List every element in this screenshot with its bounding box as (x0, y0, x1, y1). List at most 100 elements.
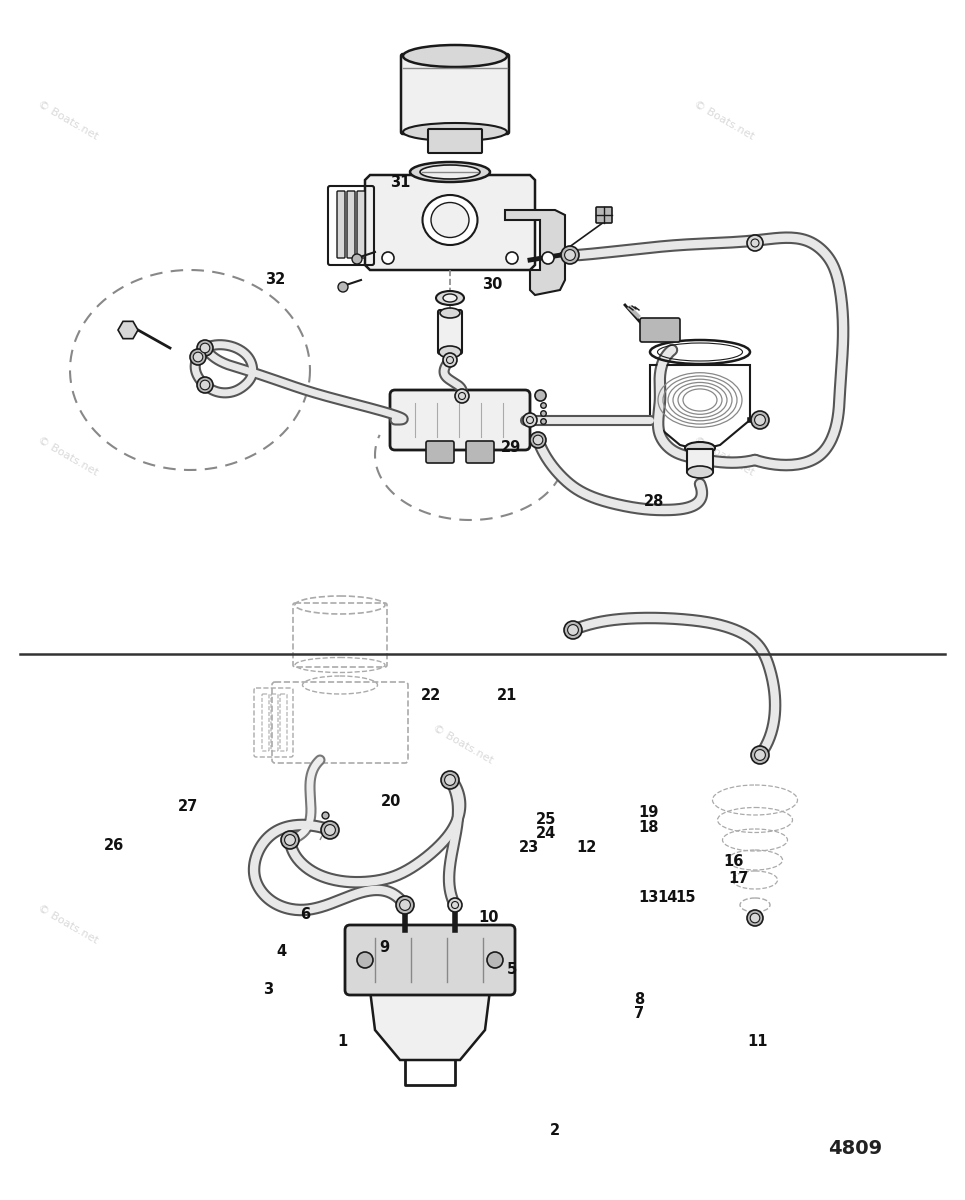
Polygon shape (370, 990, 490, 1060)
Circle shape (751, 410, 769, 428)
Ellipse shape (440, 308, 460, 318)
Circle shape (197, 377, 213, 392)
Text: 22: 22 (422, 689, 441, 703)
Text: 4: 4 (277, 944, 287, 959)
FancyBboxPatch shape (428, 128, 482, 152)
Circle shape (755, 750, 765, 761)
Polygon shape (118, 322, 138, 338)
Text: 24: 24 (537, 827, 556, 841)
FancyBboxPatch shape (337, 191, 345, 258)
Circle shape (285, 835, 295, 845)
Circle shape (324, 824, 336, 835)
Ellipse shape (431, 203, 469, 238)
Text: 25: 25 (536, 812, 557, 827)
Ellipse shape (439, 346, 461, 358)
FancyBboxPatch shape (438, 310, 462, 354)
Circle shape (281, 830, 299, 850)
Text: 9: 9 (379, 941, 389, 955)
Text: 16: 16 (723, 854, 744, 869)
Circle shape (530, 432, 546, 448)
Text: © Boats.net: © Boats.net (692, 434, 756, 478)
Text: © Boats.net: © Boats.net (36, 902, 99, 946)
Circle shape (534, 436, 542, 445)
Circle shape (398, 898, 412, 912)
Circle shape (445, 775, 455, 785)
Text: 12: 12 (576, 840, 597, 854)
Circle shape (338, 282, 348, 292)
Circle shape (455, 389, 469, 403)
Circle shape (200, 343, 209, 353)
Ellipse shape (443, 294, 457, 302)
Text: 1: 1 (338, 1034, 347, 1049)
Text: 28: 28 (644, 494, 665, 509)
Text: 2: 2 (550, 1123, 560, 1138)
FancyBboxPatch shape (345, 925, 515, 995)
Ellipse shape (687, 466, 713, 478)
Circle shape (564, 622, 582, 638)
Text: 27: 27 (179, 799, 198, 814)
FancyBboxPatch shape (426, 440, 454, 463)
Text: 29: 29 (502, 440, 521, 455)
Ellipse shape (403, 122, 507, 140)
Circle shape (190, 349, 206, 365)
Text: 5: 5 (507, 962, 516, 977)
Text: 11: 11 (747, 1034, 768, 1049)
Text: 13: 13 (638, 890, 659, 905)
Ellipse shape (685, 442, 715, 454)
Circle shape (567, 624, 578, 636)
Circle shape (751, 746, 769, 764)
Text: 15: 15 (675, 890, 696, 905)
Circle shape (200, 380, 209, 390)
Polygon shape (365, 175, 535, 270)
Circle shape (352, 254, 362, 264)
FancyBboxPatch shape (466, 440, 494, 463)
Polygon shape (505, 210, 565, 295)
FancyBboxPatch shape (347, 191, 355, 258)
FancyBboxPatch shape (687, 449, 713, 473)
Circle shape (747, 910, 763, 926)
Circle shape (542, 252, 554, 264)
Text: 30: 30 (482, 277, 503, 292)
Circle shape (286, 835, 294, 845)
Text: © Boats.net: © Boats.net (431, 722, 495, 766)
Text: © Boats.net: © Boats.net (36, 434, 99, 478)
Circle shape (197, 340, 213, 356)
Circle shape (755, 415, 765, 425)
Text: 7: 7 (634, 1007, 644, 1021)
Ellipse shape (423, 194, 478, 245)
Circle shape (441, 770, 459, 790)
Ellipse shape (410, 162, 490, 182)
Circle shape (321, 821, 339, 839)
Circle shape (396, 896, 414, 914)
Text: 17: 17 (728, 871, 749, 886)
Circle shape (357, 952, 373, 968)
Text: © Boats.net: © Boats.net (692, 98, 756, 142)
Circle shape (565, 250, 575, 260)
Text: 26: 26 (104, 839, 124, 853)
Circle shape (750, 913, 759, 923)
Text: 31: 31 (390, 175, 411, 190)
FancyBboxPatch shape (401, 54, 509, 134)
Text: 21: 21 (496, 689, 517, 703)
Circle shape (561, 246, 579, 264)
Circle shape (487, 952, 503, 968)
Circle shape (193, 353, 203, 362)
Circle shape (448, 898, 462, 912)
FancyBboxPatch shape (357, 191, 365, 258)
Text: 8: 8 (634, 992, 644, 1007)
Circle shape (747, 235, 763, 251)
Text: © Boats.net: © Boats.net (36, 98, 99, 142)
Ellipse shape (403, 44, 507, 67)
Text: 10: 10 (478, 911, 499, 925)
Text: 4809: 4809 (828, 1139, 882, 1158)
Circle shape (443, 353, 457, 367)
Ellipse shape (436, 290, 464, 305)
Text: 14: 14 (657, 890, 678, 905)
Text: 6: 6 (300, 907, 310, 922)
Circle shape (382, 252, 394, 264)
Circle shape (506, 252, 518, 264)
Text: 20: 20 (380, 794, 401, 809)
FancyBboxPatch shape (640, 318, 680, 342)
Text: 19: 19 (638, 805, 659, 820)
FancyBboxPatch shape (390, 390, 530, 450)
